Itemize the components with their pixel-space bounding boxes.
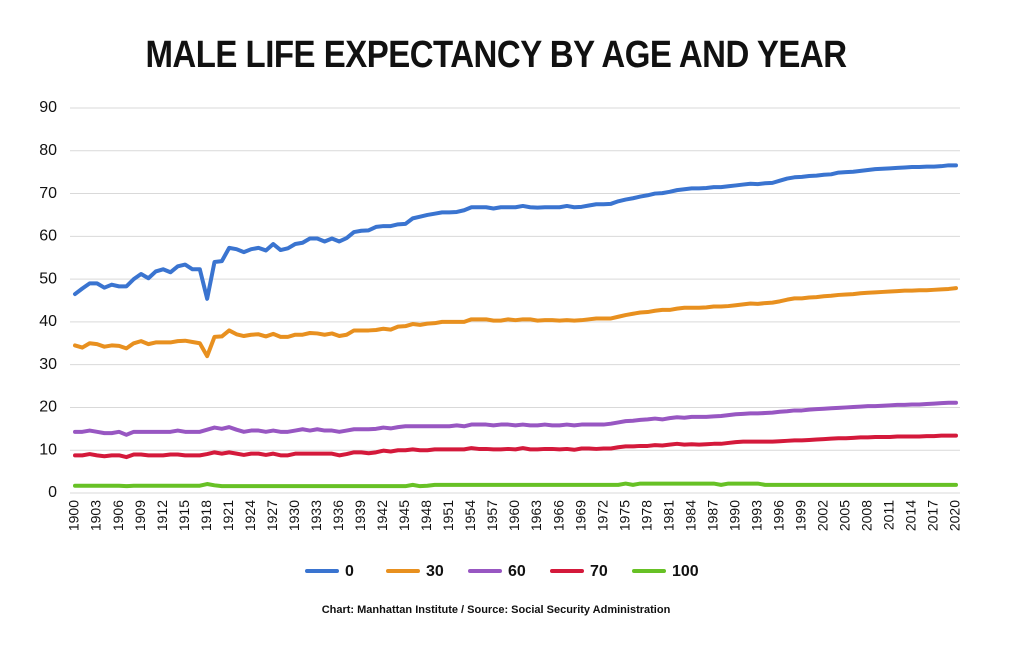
x-tick-label: 1921 bbox=[220, 500, 236, 531]
legend-label: 0 bbox=[345, 563, 354, 580]
x-tick-label: 1927 bbox=[264, 500, 280, 531]
x-tick-label: 1939 bbox=[352, 500, 368, 531]
legend-label: 100 bbox=[672, 563, 699, 580]
x-tick-label: 1933 bbox=[308, 500, 324, 531]
x-tick-label: 1924 bbox=[242, 500, 258, 531]
y-tick-label: 50 bbox=[39, 270, 57, 287]
x-tick-label: 2011 bbox=[881, 500, 897, 530]
x-tick-label: 1984 bbox=[682, 500, 698, 531]
x-tick-label: 1987 bbox=[704, 500, 720, 531]
legend-label: 60 bbox=[508, 563, 526, 580]
chart-title: MALE LIFE EXPECTANCY BY AGE AND YEAR bbox=[145, 33, 846, 76]
legend-label: 70 bbox=[590, 563, 608, 580]
x-tick-label: 1966 bbox=[550, 500, 566, 531]
x-tick-label: 1978 bbox=[638, 500, 654, 531]
x-tick-label: 1900 bbox=[66, 500, 82, 531]
x-tick-label: 1903 bbox=[88, 500, 104, 531]
x-tick-label: 1906 bbox=[110, 500, 126, 531]
x-tick-label: 1957 bbox=[484, 500, 500, 531]
x-tick-label: 1972 bbox=[594, 500, 610, 531]
y-tick-label: 30 bbox=[39, 356, 57, 373]
y-tick-label: 10 bbox=[39, 441, 57, 458]
series-line bbox=[73, 433, 958, 460]
x-tick-label: 2014 bbox=[903, 500, 919, 531]
x-tick-label: 1930 bbox=[286, 500, 302, 531]
x-tick-label: 1942 bbox=[374, 500, 390, 531]
x-tick-label: 2008 bbox=[859, 500, 875, 531]
source-note: Chart: Manhattan Institute / Source: Soc… bbox=[322, 604, 671, 616]
x-tick-label: 1912 bbox=[154, 500, 170, 531]
x-tick-label: 2020 bbox=[947, 500, 963, 531]
x-tick-label: 1915 bbox=[176, 500, 192, 531]
x-tick-label: 1960 bbox=[506, 500, 522, 531]
series-line bbox=[73, 163, 958, 301]
x-tick-label: 1945 bbox=[396, 500, 412, 531]
y-tick-label: 60 bbox=[39, 228, 57, 245]
series-line bbox=[73, 481, 958, 489]
y-tick-label: 70 bbox=[39, 185, 57, 202]
x-tick-label: 1981 bbox=[660, 500, 676, 531]
x-tick-label: 1909 bbox=[132, 500, 148, 531]
series-line bbox=[73, 286, 958, 359]
series-line bbox=[73, 400, 958, 437]
x-tick-label: 1996 bbox=[771, 500, 787, 531]
x-tick-label: 1951 bbox=[440, 500, 456, 531]
y-tick-label: 20 bbox=[39, 399, 57, 416]
x-tick-label: 1918 bbox=[198, 500, 214, 531]
x-tick-label: 1975 bbox=[616, 500, 632, 531]
x-tick-label: 2017 bbox=[925, 500, 941, 531]
x-tick-label: 1969 bbox=[572, 500, 588, 531]
x-tick-label: 1990 bbox=[726, 500, 742, 531]
y-tick-label: 80 bbox=[39, 142, 57, 159]
y-tick-label: 90 bbox=[39, 99, 57, 116]
y-tick-label: 40 bbox=[39, 313, 57, 330]
x-tick-label: 1948 bbox=[418, 500, 434, 531]
x-tick-label: 1963 bbox=[528, 500, 544, 531]
x-tick-label: 1993 bbox=[748, 500, 764, 531]
x-tick-label: 2005 bbox=[837, 500, 853, 531]
x-tick-label: 2002 bbox=[815, 500, 831, 531]
x-tick-label: 1954 bbox=[462, 500, 478, 531]
x-tick-label: 1999 bbox=[793, 500, 809, 531]
y-tick-label: 0 bbox=[48, 484, 57, 501]
x-tick-label: 1936 bbox=[330, 500, 346, 531]
legend-label: 30 bbox=[426, 563, 444, 580]
